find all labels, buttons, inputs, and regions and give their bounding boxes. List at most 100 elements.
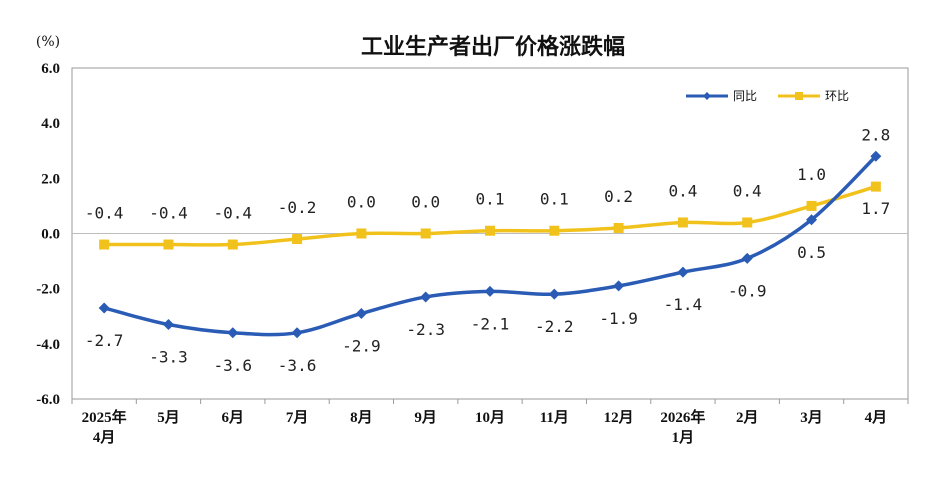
legend-label: 同比 <box>733 89 757 103</box>
data-point <box>806 200 817 211</box>
data-point <box>420 291 432 303</box>
x-tick-label-line: 2026年 <box>660 408 705 426</box>
data-point <box>356 228 367 239</box>
x-tick-label-line: 7月 <box>286 409 309 426</box>
data-label-mom: 0.0 <box>347 193 376 212</box>
data-point <box>806 214 818 226</box>
y-axis-unit: (%) <box>36 34 60 50</box>
data-label-yoy: -1.9 <box>599 309 638 328</box>
data-point <box>163 239 174 250</box>
x-tick-label-line: 8月 <box>350 409 373 426</box>
data-label-yoy: -2.9 <box>342 336 381 355</box>
data-label-mom: -0.4 <box>149 204 188 223</box>
data-label-mom: -0.4 <box>214 204 253 223</box>
data-label-yoy: -3.6 <box>214 356 253 375</box>
data-point <box>420 228 431 239</box>
y-tick-label: 4.0 <box>41 116 60 132</box>
chart-title: 工业生产者出厂价格涨跌幅 <box>361 34 625 60</box>
legend-marker <box>703 92 711 100</box>
x-tick-label-line: 2025年 <box>82 408 127 426</box>
x-tick-label: 6月 <box>222 409 245 426</box>
x-tick-label-line: 10月 <box>475 409 505 426</box>
y-tick-label: 6.0 <box>41 61 60 77</box>
data-point <box>741 252 753 264</box>
data-point <box>870 150 882 162</box>
data-point <box>355 307 367 319</box>
x-tick-label-line: 4月 <box>93 429 116 446</box>
data-point <box>291 327 303 339</box>
x-tick-label: 8月 <box>350 409 373 426</box>
data-label-yoy: -3.3 <box>149 348 188 367</box>
x-tick-label: 4月 <box>865 409 888 426</box>
data-point <box>485 225 495 236</box>
data-point <box>227 327 239 339</box>
legend-item-yoy: 同比 <box>686 89 757 103</box>
x-tick-label: 7月 <box>286 409 309 426</box>
data-label-mom: 0.2 <box>604 187 633 206</box>
data-label-mom: 1.7 <box>861 199 890 218</box>
x-tick-label-line: 12月 <box>604 409 634 426</box>
data-label-mom: 0.1 <box>476 190 505 209</box>
data-point <box>870 181 881 192</box>
data-label-yoy: -0.9 <box>728 281 767 300</box>
data-point <box>98 302 110 314</box>
y-tick-label: -6.0 <box>36 392 60 408</box>
x-tick-label-line: 11月 <box>540 409 569 426</box>
data-label-yoy: -2.2 <box>535 317 574 336</box>
data-point <box>292 234 303 245</box>
data-label-mom: 0.4 <box>733 181 762 200</box>
y-tick-label: -4.0 <box>36 337 60 353</box>
legend: 同比 环比 <box>686 89 849 103</box>
data-label-yoy: -2.7 <box>85 331 124 350</box>
data-label-mom: 0.0 <box>411 193 440 212</box>
x-tick-label-line: 3月 <box>800 409 823 426</box>
data-point <box>162 319 174 331</box>
data-point <box>227 239 238 250</box>
x-tick-label-line: 9月 <box>414 409 437 426</box>
x-axis-ticks: 2025年 4月 5月 6月 7月 8月 9月 10月 11月 12月 2026年 1月 2月 3月 4月 <box>71 399 909 446</box>
data-label-yoy: -3.6 <box>278 356 317 375</box>
x-tick-label: 12月 <box>604 409 634 426</box>
x-tick-label-line: 4月 <box>865 409 888 426</box>
data-point <box>677 266 689 278</box>
x-tick-label: 5月 <box>157 409 180 426</box>
data-label-mom: -0.4 <box>85 204 124 223</box>
series-mom <box>99 181 881 250</box>
legend-label: 环比 <box>825 89 849 103</box>
y-tick-label: -2.0 <box>36 282 60 298</box>
x-tick-label-line: 6月 <box>222 409 245 426</box>
data-point <box>549 225 560 236</box>
legend-item-mom: 环比 <box>778 89 849 103</box>
y-tick-label: 2.0 <box>41 171 60 187</box>
data-point <box>742 217 753 228</box>
data-point <box>484 285 496 297</box>
data-label-yoy: -2.3 <box>406 320 445 339</box>
data-label-mom: 1.0 <box>797 165 826 184</box>
x-tick-label-line: 5月 <box>157 409 180 426</box>
data-point <box>613 222 624 233</box>
data-label-yoy: -2.1 <box>471 314 510 333</box>
data-label-mom: 0.4 <box>668 181 697 200</box>
x-tick-label: 3月 <box>800 409 823 426</box>
x-tick-label-line: 1月 <box>672 429 695 446</box>
x-tick-label: 11月 <box>540 409 569 426</box>
legend-marker <box>795 92 803 100</box>
data-point <box>613 280 625 292</box>
data-point <box>548 288 560 300</box>
data-label-yoy: 2.8 <box>861 125 890 144</box>
data-label-yoy: -1.4 <box>664 295 703 314</box>
series-layer: -2.7 -3.3 -3.6 -3.6 -2.9 -2.3 -2.1 -2.2 -1.9 -1.4… <box>85 125 890 375</box>
data-point <box>99 239 110 250</box>
x-tick-label-line: 2月 <box>736 409 759 426</box>
x-tick-label: 2月 <box>736 409 759 426</box>
y-tick-label: 0.0 <box>41 227 60 243</box>
x-tick-label: 9月 <box>414 409 437 426</box>
data-point <box>677 217 688 228</box>
x-tick-label: 2026年 1月 <box>660 408 705 446</box>
data-label-mom: 0.1 <box>540 190 569 209</box>
x-tick-label: 2025年 4月 <box>82 408 127 446</box>
y-axis-ticks: 6.0 4.0 2.0 0.0 -2.0 -4.0 -6.0 <box>36 61 60 408</box>
data-label-mom: -0.2 <box>278 198 317 217</box>
data-label-yoy: 0.5 <box>797 243 826 262</box>
x-tick-label: 10月 <box>475 409 505 426</box>
